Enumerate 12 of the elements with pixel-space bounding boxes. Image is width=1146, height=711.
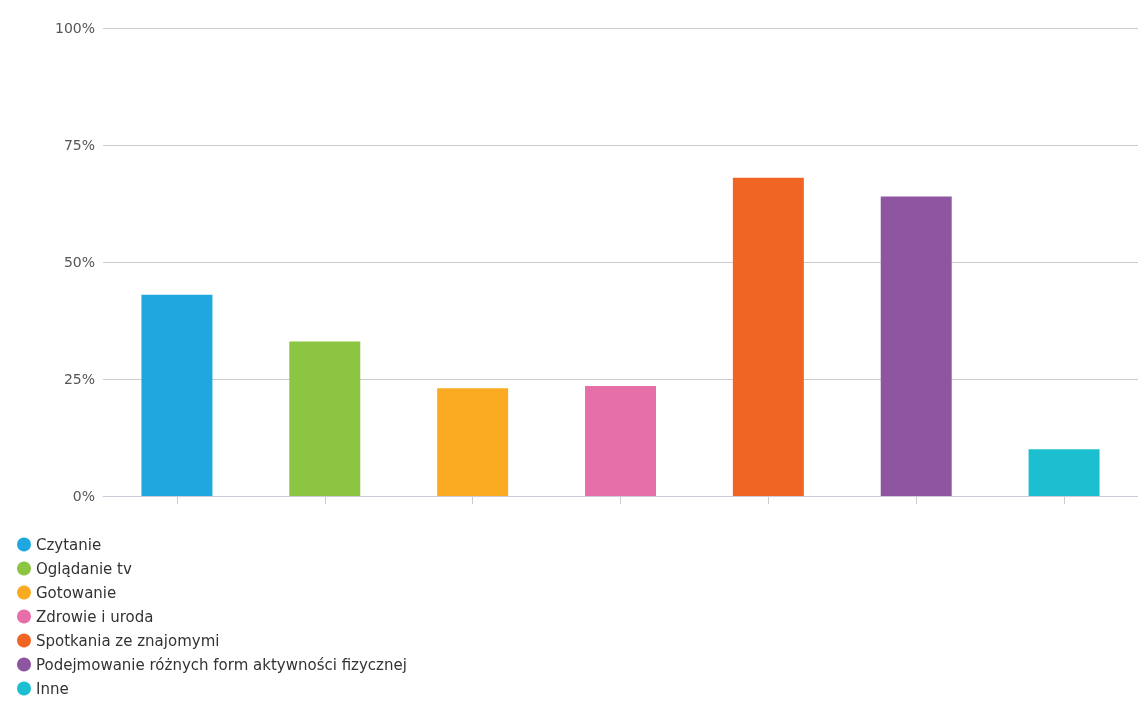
y-tick-label: 100% bbox=[54, 20, 95, 36]
y-tick-label: 0% bbox=[72, 488, 95, 504]
legend-label: Inne bbox=[36, 679, 69, 698]
legend-label: Spotkania ze znajomymi bbox=[36, 631, 220, 650]
legend-label: Oglądanie tv bbox=[36, 559, 132, 578]
legend-label: Gotowanie bbox=[36, 583, 117, 602]
y-tick-label: 50% bbox=[63, 254, 95, 270]
legend-label: Zdrowie i uroda bbox=[36, 607, 154, 626]
y-tick-label: 25% bbox=[63, 371, 95, 387]
legend-label: Podejmowanie różnych form aktywności fizycznej bbox=[36, 655, 407, 674]
legend-label: Czytanie bbox=[36, 535, 102, 554]
y-tick-label: 75% bbox=[63, 137, 95, 153]
